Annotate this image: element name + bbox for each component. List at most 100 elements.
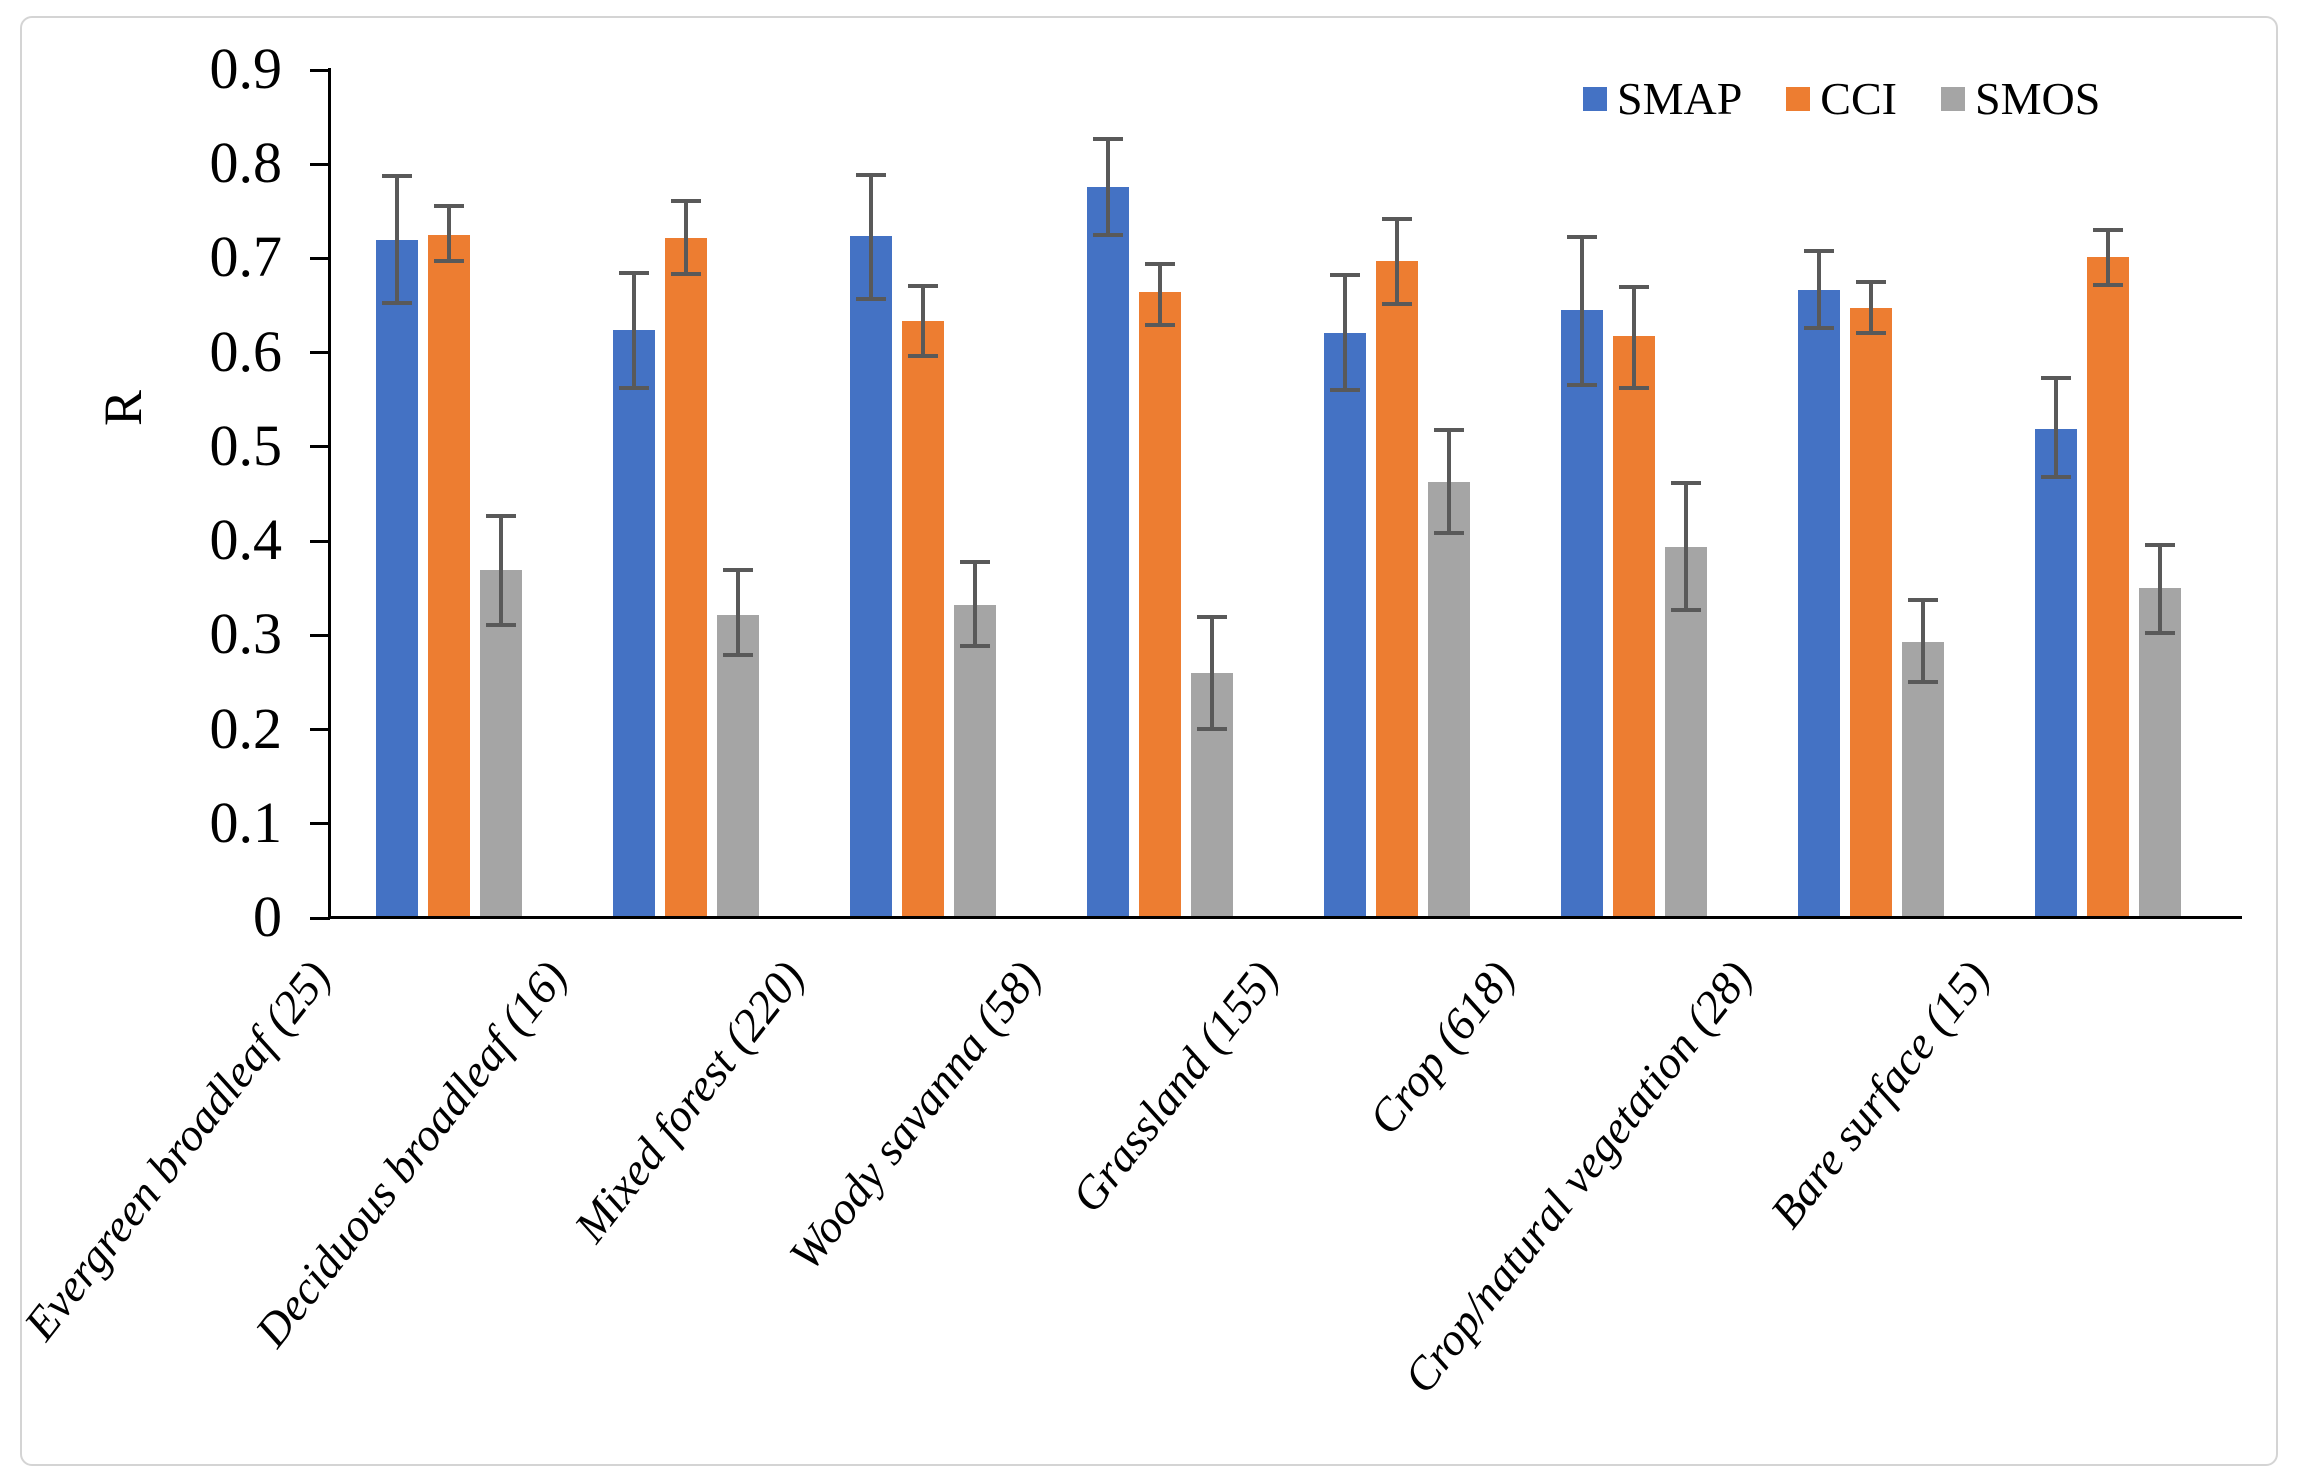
x-category-label: Grassland (155)	[1061, 951, 1288, 1222]
legend-item-smap: SMAP	[1583, 76, 1742, 122]
error-bar-cap-bottom	[1144, 323, 1175, 328]
x-axis-line	[328, 916, 2242, 919]
y-axis-line	[328, 68, 331, 919]
bar-smap	[2034, 428, 2077, 918]
error-bar-stem	[1342, 275, 1347, 391]
error-bar-cap-bottom	[1907, 680, 1938, 685]
error-bar-stem	[631, 272, 636, 388]
error-bar-cap-bottom	[1618, 385, 1649, 390]
bar-smos	[953, 605, 996, 918]
x-category-label: Crop (618)	[1359, 951, 1525, 1144]
error-bar-cap-top	[670, 198, 701, 203]
x-category-label: Woody savanna (58)	[778, 951, 1051, 1280]
bar-smos	[1901, 641, 1944, 918]
error-bar-cap-top	[2144, 542, 2175, 547]
y-tick-mark	[310, 728, 330, 732]
error-bar-cap-top	[433, 203, 464, 208]
y-tick-label: 0.6	[209, 318, 283, 384]
error-bar-cap-bottom	[2144, 630, 2175, 635]
error-bar-stem	[1394, 218, 1399, 304]
legend-label: SMAP	[1617, 73, 1743, 124]
error-bar-cap-bottom	[2040, 475, 2071, 480]
error-bar-stem	[683, 200, 688, 274]
y-tick-label: 0.2	[209, 695, 283, 761]
bar-smap	[1560, 310, 1603, 918]
bar-smap	[1086, 186, 1129, 918]
error-bar-cap-bottom	[1855, 330, 1886, 335]
error-bar-cap-top	[1433, 427, 1464, 432]
error-bar-cap-top	[1329, 273, 1360, 278]
legend-swatch-smos	[1940, 87, 1965, 111]
error-bar-cap-bottom	[1803, 326, 1834, 331]
y-tick-mark	[310, 916, 330, 920]
bar-smos	[1427, 481, 1470, 918]
bar-smap	[849, 235, 892, 918]
error-bar-stem	[1209, 617, 1214, 729]
bar-smap	[612, 330, 655, 918]
error-bar-stem	[2105, 230, 2110, 285]
y-tick-mark	[310, 445, 330, 449]
error-bar-cap-top	[1092, 136, 1123, 141]
y-tick-mark	[310, 822, 330, 826]
legend-swatch-smap	[1583, 87, 1607, 111]
y-tick-label: 0.7	[209, 224, 283, 290]
error-bar-stem	[735, 570, 740, 656]
error-bar-cap-bottom	[485, 622, 516, 627]
error-bar-cap-top	[2092, 228, 2123, 233]
error-bar-stem	[1631, 286, 1636, 388]
bar-cci	[427, 234, 470, 918]
bar-smos	[716, 614, 759, 918]
y-tick-label: 0.4	[209, 507, 283, 573]
bar-cci	[1612, 335, 1655, 918]
y-tick-label: 0.8	[209, 130, 283, 196]
bar-smap	[1797, 289, 1840, 918]
error-bar-cap-top	[907, 283, 938, 288]
error-bar-cap-bottom	[2092, 282, 2123, 287]
y-tick-label: 0	[253, 884, 282, 949]
bar-smap	[375, 239, 418, 918]
error-bar-stem	[1683, 482, 1688, 610]
error-bar-stem	[446, 205, 451, 262]
bar-smos	[479, 570, 522, 918]
bar-cci	[1375, 261, 1418, 918]
error-bar-cap-top	[1803, 248, 1834, 253]
error-bar-cap-bottom	[1329, 388, 1360, 393]
legend-label: CCI	[1820, 73, 1897, 124]
y-tick-mark	[310, 539, 330, 543]
legend-item-smos: SMOS	[1940, 73, 2101, 124]
error-bar-stem	[972, 561, 977, 646]
legend-item-cci: CCI	[1786, 76, 1897, 122]
error-bar-stem	[498, 515, 503, 625]
error-bar-stem	[1446, 429, 1451, 533]
bar-smap	[1323, 332, 1366, 918]
bar-cci	[901, 320, 944, 918]
error-bar-cap-bottom	[433, 259, 464, 264]
error-bar-cap-bottom	[1566, 382, 1597, 387]
error-bar-stem	[2053, 378, 2058, 478]
error-bar-cap-top	[1670, 480, 1701, 485]
bar-cci	[664, 237, 707, 918]
y-tick-mark	[310, 256, 330, 260]
error-bar-cap-top	[1196, 615, 1227, 620]
legend: SMAP CCI SMOS	[1583, 76, 2100, 122]
error-bar-stem	[1920, 600, 1925, 683]
error-bar-cap-bottom	[1670, 607, 1701, 612]
y-tick-mark	[310, 633, 330, 637]
y-tick-label: 0.1	[209, 789, 283, 855]
error-bar-cap-bottom	[722, 653, 753, 658]
error-bar-cap-top	[1144, 262, 1175, 267]
bar-cci	[1849, 308, 1892, 918]
legend-label: SMOS	[1974, 73, 2101, 124]
y-tick-label: 0.5	[209, 412, 283, 478]
error-bar-cap-bottom	[1196, 726, 1227, 731]
error-bar-stem	[394, 176, 399, 303]
error-bar-cap-top	[485, 513, 516, 518]
error-bar-stem	[1105, 138, 1110, 235]
legend-swatch-cci	[1786, 87, 1811, 111]
x-category-label: Bare surface (15)	[1759, 951, 1999, 1238]
error-bar-cap-top	[722, 568, 753, 573]
y-tick-mark	[310, 351, 330, 355]
error-bar-cap-top	[381, 174, 412, 179]
error-bar-cap-bottom	[1092, 232, 1123, 237]
bar-cci	[2086, 256, 2129, 918]
